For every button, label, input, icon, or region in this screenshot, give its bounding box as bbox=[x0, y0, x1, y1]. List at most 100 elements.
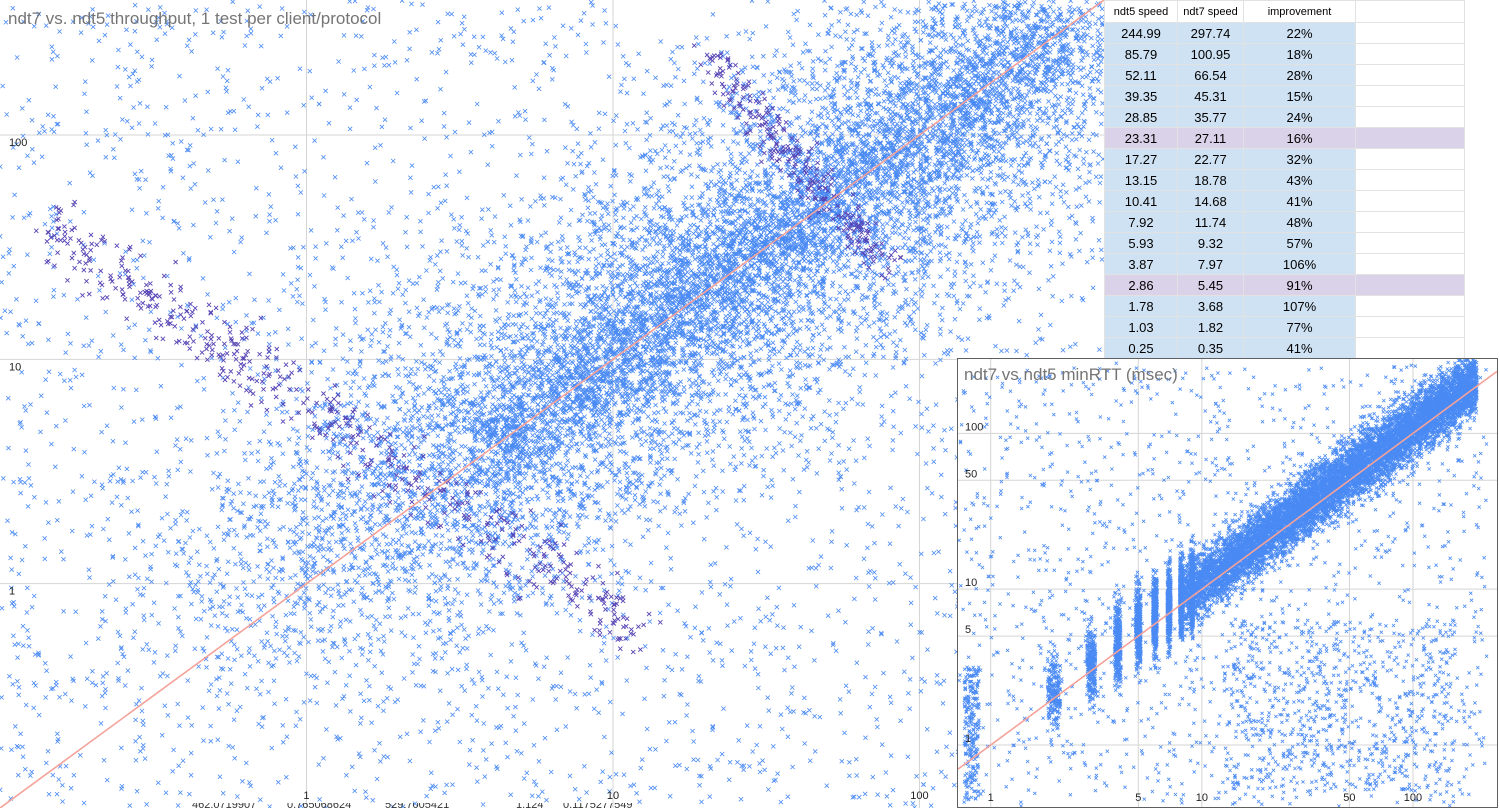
scatter-point bbox=[1011, 179, 1016, 185]
scatter-point bbox=[969, 13, 974, 19]
scatter-point bbox=[722, 162, 727, 167]
scatter-point bbox=[837, 290, 842, 296]
scatter-point bbox=[933, 45, 939, 51]
scatter-point bbox=[401, 487, 406, 493]
scatter-point bbox=[95, 636, 101, 641]
scatter-point bbox=[436, 279, 441, 285]
scatter-point bbox=[387, 327, 393, 333]
scatter-point bbox=[1027, 270, 1032, 276]
scatter-point bbox=[734, 522, 740, 527]
scatter-point bbox=[669, 165, 675, 171]
scatter-point bbox=[371, 623, 377, 628]
scatter-point bbox=[242, 586, 248, 592]
scatter-point bbox=[871, 48, 876, 54]
scatter-point bbox=[498, 348, 504, 354]
scatter-point bbox=[429, 331, 434, 337]
scatter-point bbox=[981, 6, 987, 12]
scatter-point bbox=[1069, 27, 1075, 32]
scatter-point bbox=[820, 291, 825, 297]
scatter-point bbox=[337, 624, 343, 629]
scatter-point bbox=[404, 399, 409, 405]
scatter-point bbox=[256, 594, 261, 600]
scatter-point bbox=[782, 290, 787, 296]
scatter-point bbox=[830, 280, 836, 286]
scatter-point bbox=[720, 468, 725, 474]
scatter-point bbox=[1070, 70, 1076, 76]
scatter-point bbox=[427, 385, 433, 391]
scatter-point bbox=[243, 560, 249, 566]
scatter-point bbox=[189, 601, 194, 607]
scatter-point bbox=[557, 507, 562, 513]
scatter-point bbox=[633, 246, 639, 251]
scatter-point bbox=[673, 441, 679, 447]
scatter-point bbox=[702, 433, 708, 439]
scatter-point bbox=[226, 527, 232, 533]
scatter-point bbox=[462, 688, 468, 693]
scatter-point bbox=[413, 425, 418, 431]
scatter-point bbox=[529, 255, 534, 261]
scatter-point bbox=[578, 283, 584, 289]
scatter-point bbox=[1089, 247, 1095, 253]
scatter-point bbox=[254, 503, 259, 509]
scatter-point bbox=[734, 177, 740, 183]
scatter-point bbox=[996, 131, 1002, 136]
scatter-point bbox=[540, 590, 545, 596]
scatter-point bbox=[615, 266, 621, 272]
scatter-point bbox=[543, 400, 549, 406]
scatter-point bbox=[459, 622, 464, 628]
scatter-point bbox=[1019, 29, 1024, 34]
scatter-point bbox=[838, 252, 843, 258]
scatter-point bbox=[348, 541, 353, 547]
scatter-point bbox=[486, 207, 491, 212]
scatter-point bbox=[877, 258, 882, 263]
scatter-point bbox=[919, 373, 925, 379]
scatter-point bbox=[1038, 160, 1044, 166]
scatter-point bbox=[258, 511, 264, 517]
scatter-point bbox=[449, 482, 454, 488]
scatter-point bbox=[466, 313, 471, 318]
scatter-point bbox=[509, 284, 514, 290]
scatter-point bbox=[450, 279, 456, 285]
scatter-point bbox=[0, 605, 5, 611]
scatter-point bbox=[763, 24, 769, 29]
scatter-point bbox=[447, 538, 452, 543]
scatter-point bbox=[582, 404, 587, 410]
scatter-point bbox=[788, 63, 794, 69]
scatter-point bbox=[556, 220, 562, 225]
scatter-point bbox=[488, 337, 494, 343]
scatter-point bbox=[479, 478, 485, 484]
scatter-point bbox=[552, 282, 557, 288]
scatter-point bbox=[737, 344, 743, 350]
scatter-point bbox=[418, 439, 423, 445]
scatter-point bbox=[653, 229, 658, 235]
scatter-point bbox=[942, 180, 948, 186]
scatter-point bbox=[661, 437, 666, 443]
scatter-point bbox=[569, 481, 575, 487]
scatter-point bbox=[884, 322, 889, 328]
scatter-point bbox=[397, 406, 403, 412]
scatter-point bbox=[821, 306, 827, 312]
scatter-point bbox=[724, 33, 729, 39]
scatter-point bbox=[879, 0, 884, 5]
scatter-point bbox=[818, 421, 824, 427]
scatter-point bbox=[473, 540, 479, 545]
scatter-point bbox=[73, 609, 79, 615]
scatter-point bbox=[459, 546, 464, 552]
scatter-point bbox=[906, 236, 912, 241]
scatter-point bbox=[403, 366, 408, 371]
scatter-point bbox=[543, 507, 549, 512]
scatter-point bbox=[343, 516, 349, 522]
scatter-point bbox=[684, 404, 690, 410]
scatter-point bbox=[854, 268, 859, 273]
scatter-point bbox=[300, 529, 305, 535]
scatter-point bbox=[892, 220, 898, 225]
scatter-point bbox=[605, 269, 611, 275]
scatter-point bbox=[307, 554, 313, 559]
scatter-point bbox=[624, 121, 630, 127]
scatter-point bbox=[693, 117, 699, 123]
scatter-point bbox=[829, 174, 835, 180]
scatter-point bbox=[224, 571, 230, 577]
scatter-point bbox=[897, 9, 903, 14]
scatter-point bbox=[1046, 0, 1052, 3]
scatter-point bbox=[816, 331, 822, 337]
